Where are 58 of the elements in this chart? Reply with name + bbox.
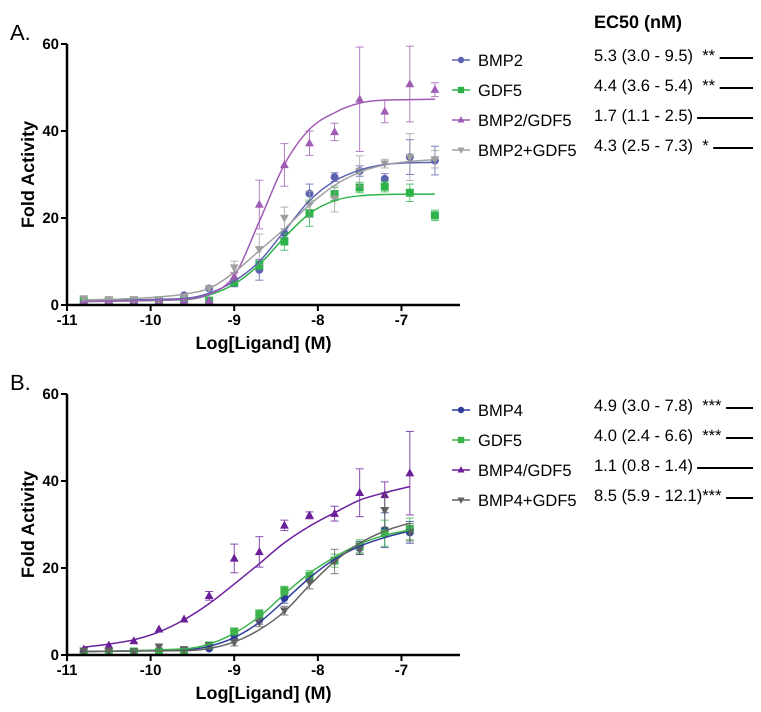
x-tick-label: -11 — [56, 312, 78, 329]
x-tick-label: -8 — [311, 312, 325, 329]
x-tick-label: -9 — [228, 312, 241, 329]
legend-label: BMP4/GDF5 — [478, 462, 572, 480]
chart-title: A. — [10, 20, 31, 45]
point — [430, 211, 439, 220]
point — [254, 547, 264, 556]
text: 1.1 (0.8 - 1.4) — [594, 457, 694, 475]
x-tick-label: -7 — [394, 312, 408, 329]
text: 4.9 (3.0 - 7.8) *** — [594, 397, 722, 415]
legend-label: BMP2/GDF5 — [478, 112, 572, 130]
y-tick-label: 60 — [42, 36, 59, 53]
point — [355, 94, 364, 102]
text: 5.3 (3.0 - 9.5) ** — [594, 47, 716, 65]
x-axis-title: Log[Ligand] (M) — [196, 683, 332, 703]
point — [380, 106, 390, 115]
legend-label: BMP4+GDF5 — [478, 492, 577, 510]
legend-label: BMP2+GDF5 — [478, 142, 577, 160]
y-tick-label: 60 — [42, 386, 59, 403]
point — [305, 138, 314, 146]
text: 4.3 (2.5 - 7.3) * — [594, 137, 710, 155]
point — [280, 520, 289, 529]
y-tick-label: 0 — [50, 647, 59, 664]
point — [330, 127, 339, 136]
y-tick-label: 40 — [42, 473, 59, 490]
x-tick-label: -8 — [311, 662, 325, 679]
text: 1.7 (1.1 - 2.5) — [594, 107, 694, 125]
point — [355, 488, 364, 496]
point — [280, 214, 289, 223]
y-tick-label: 40 — [42, 123, 59, 140]
x-tick-label: -7 — [394, 662, 408, 679]
point — [380, 182, 389, 191]
legend-label: GDF5 — [478, 82, 522, 100]
text: 4.4 (3.6 - 5.4) ** — [594, 77, 716, 95]
x-tick-label: -10 — [140, 312, 162, 329]
y-axis-title: Fold Activity — [18, 470, 38, 578]
x-tick-label: -10 — [140, 662, 162, 679]
x-tick-label: -9 — [228, 662, 241, 679]
point — [380, 506, 390, 515]
y-tick-label: 20 — [42, 210, 59, 227]
point — [230, 554, 239, 562]
legend-label: BMP2 — [478, 52, 523, 70]
y-tick-label: 20 — [42, 560, 59, 577]
chart-title: B. — [10, 370, 31, 395]
legend-label: BMP4 — [478, 402, 523, 420]
text: 8.5 (5.9 - 12.1)*** — [594, 487, 722, 505]
y-tick-label: 0 — [50, 297, 59, 314]
y-axis-title: Fold Activity — [18, 120, 38, 228]
point — [230, 264, 239, 272]
point — [254, 200, 264, 208]
text: EC50 (nM) — [594, 12, 682, 32]
x-axis-title: Log[Ligand] (M) — [196, 333, 332, 353]
point — [430, 84, 440, 93]
point — [405, 468, 414, 476]
text: 4.0 (2.4 - 6.6) *** — [594, 427, 722, 445]
legend-label: GDF5 — [478, 432, 522, 450]
x-tick-label: -11 — [56, 662, 78, 679]
point — [405, 79, 414, 88]
